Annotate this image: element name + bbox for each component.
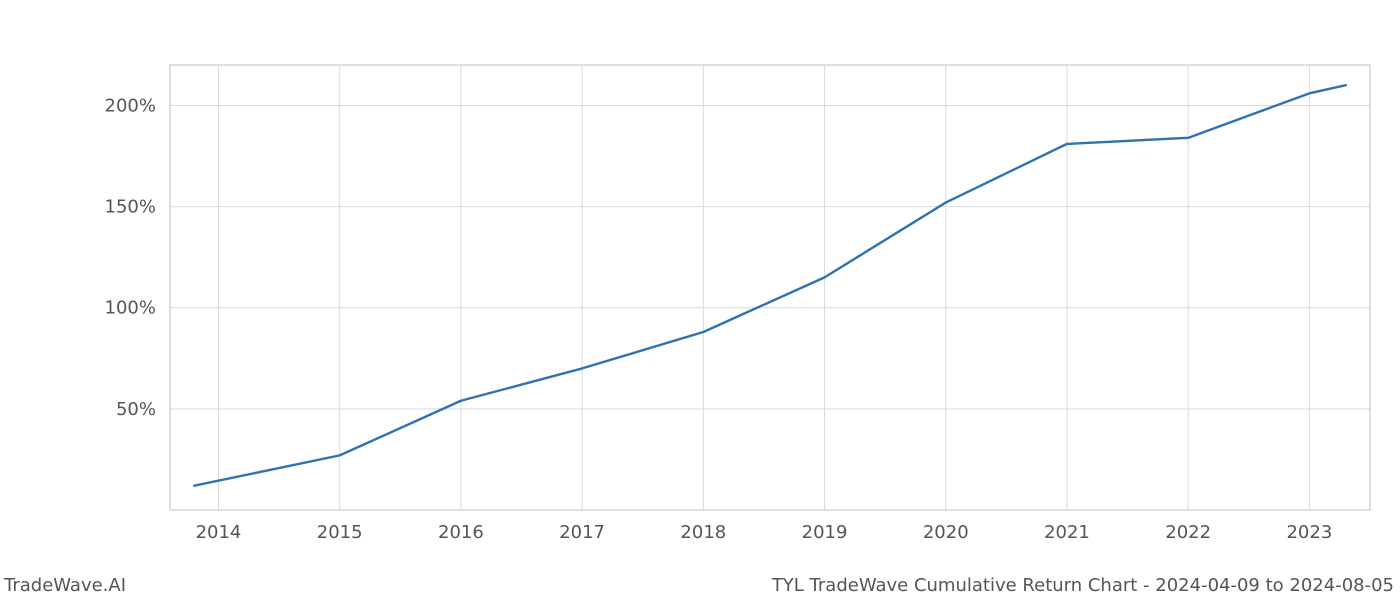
x-tick-label: 2019 xyxy=(802,522,848,543)
x-tick-label: 2023 xyxy=(1286,522,1332,543)
x-tick-label: 2020 xyxy=(923,522,969,543)
x-tick-label: 2016 xyxy=(438,522,484,543)
x-tick-label: 2014 xyxy=(196,522,242,543)
footer-left-text: TradeWave.AI xyxy=(4,575,126,596)
x-tick-label: 2022 xyxy=(1165,522,1211,543)
y-tick-label: 100% xyxy=(105,298,156,319)
y-tick-label: 150% xyxy=(105,197,156,218)
x-tick-label: 2017 xyxy=(559,522,605,543)
x-tick-label: 2021 xyxy=(1044,522,1090,543)
x-tick-label: 2015 xyxy=(317,522,363,543)
chart-container: 2014 2015 2016 2017 2018 2019 2020 2021 2022 2023… xyxy=(0,0,1400,600)
y-tick-label: 200% xyxy=(105,95,156,116)
x-tick-label: 2018 xyxy=(680,522,726,543)
line-chart: 2014 2015 2016 2017 2018 2019 2020 2021 2022 2023… xyxy=(0,0,1400,600)
y-tick-label: 50% xyxy=(116,399,156,420)
footer-right-text: TYL TradeWave Cumulative Return Chart - … xyxy=(772,575,1394,596)
